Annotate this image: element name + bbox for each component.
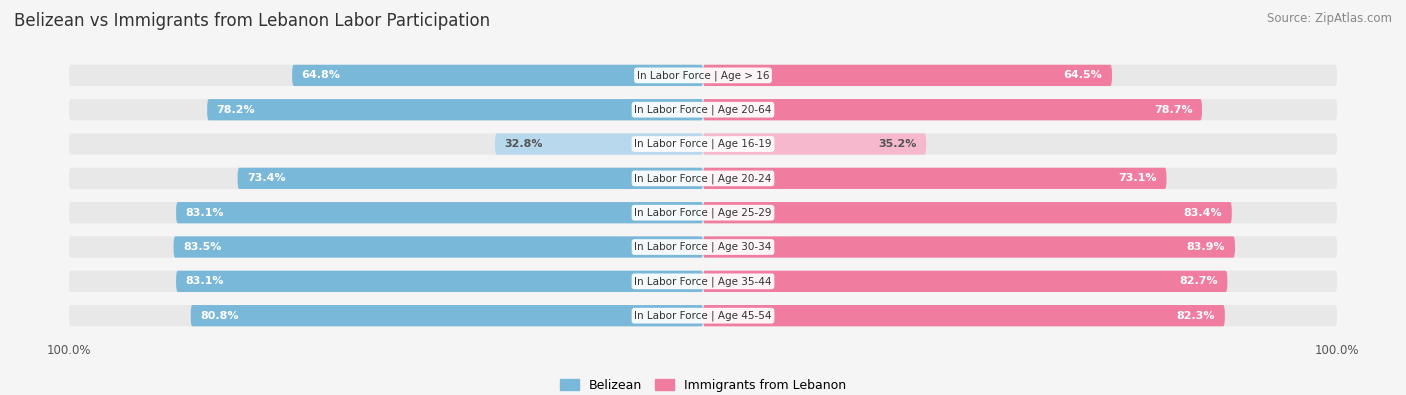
Text: 78.7%: 78.7% xyxy=(1154,105,1192,115)
FancyBboxPatch shape xyxy=(69,305,1337,326)
Text: In Labor Force | Age 30-34: In Labor Force | Age 30-34 xyxy=(634,242,772,252)
Text: In Labor Force | Age > 16: In Labor Force | Age > 16 xyxy=(637,70,769,81)
FancyBboxPatch shape xyxy=(703,99,1202,120)
Text: 73.4%: 73.4% xyxy=(247,173,285,183)
FancyBboxPatch shape xyxy=(238,168,703,189)
FancyBboxPatch shape xyxy=(703,134,927,155)
FancyBboxPatch shape xyxy=(173,236,703,258)
Text: 73.1%: 73.1% xyxy=(1119,173,1157,183)
FancyBboxPatch shape xyxy=(69,168,1337,189)
Text: In Labor Force | Age 20-64: In Labor Force | Age 20-64 xyxy=(634,104,772,115)
Text: In Labor Force | Age 20-24: In Labor Force | Age 20-24 xyxy=(634,173,772,184)
FancyBboxPatch shape xyxy=(69,202,1337,223)
Text: 82.3%: 82.3% xyxy=(1177,311,1215,321)
FancyBboxPatch shape xyxy=(69,271,1337,292)
FancyBboxPatch shape xyxy=(703,236,1234,258)
Text: Belizean vs Immigrants from Lebanon Labor Participation: Belizean vs Immigrants from Lebanon Labo… xyxy=(14,12,491,30)
FancyBboxPatch shape xyxy=(176,271,703,292)
FancyBboxPatch shape xyxy=(703,202,1232,223)
FancyBboxPatch shape xyxy=(69,236,1337,258)
FancyBboxPatch shape xyxy=(69,65,1337,86)
FancyBboxPatch shape xyxy=(69,99,1337,120)
Text: 35.2%: 35.2% xyxy=(879,139,917,149)
Text: In Labor Force | Age 16-19: In Labor Force | Age 16-19 xyxy=(634,139,772,149)
Text: 83.1%: 83.1% xyxy=(186,276,224,286)
Text: 83.4%: 83.4% xyxy=(1184,208,1222,218)
Legend: Belizean, Immigrants from Lebanon: Belizean, Immigrants from Lebanon xyxy=(555,374,851,395)
Text: 83.9%: 83.9% xyxy=(1187,242,1226,252)
FancyBboxPatch shape xyxy=(703,271,1227,292)
Text: Source: ZipAtlas.com: Source: ZipAtlas.com xyxy=(1267,12,1392,25)
Text: 64.8%: 64.8% xyxy=(302,70,340,80)
Text: In Labor Force | Age 25-29: In Labor Force | Age 25-29 xyxy=(634,207,772,218)
FancyBboxPatch shape xyxy=(703,168,1167,189)
FancyBboxPatch shape xyxy=(191,305,703,326)
FancyBboxPatch shape xyxy=(703,305,1225,326)
Text: 82.7%: 82.7% xyxy=(1180,276,1218,286)
FancyBboxPatch shape xyxy=(207,99,703,120)
Text: In Labor Force | Age 35-44: In Labor Force | Age 35-44 xyxy=(634,276,772,287)
FancyBboxPatch shape xyxy=(69,134,1337,155)
Text: 83.1%: 83.1% xyxy=(186,208,224,218)
Text: 32.8%: 32.8% xyxy=(505,139,543,149)
FancyBboxPatch shape xyxy=(495,134,703,155)
FancyBboxPatch shape xyxy=(292,65,703,86)
FancyBboxPatch shape xyxy=(703,65,1112,86)
Text: In Labor Force | Age 45-54: In Labor Force | Age 45-54 xyxy=(634,310,772,321)
Text: 83.5%: 83.5% xyxy=(183,242,221,252)
Text: 78.2%: 78.2% xyxy=(217,105,256,115)
Text: 64.5%: 64.5% xyxy=(1064,70,1102,80)
Text: 80.8%: 80.8% xyxy=(200,311,239,321)
FancyBboxPatch shape xyxy=(176,202,703,223)
